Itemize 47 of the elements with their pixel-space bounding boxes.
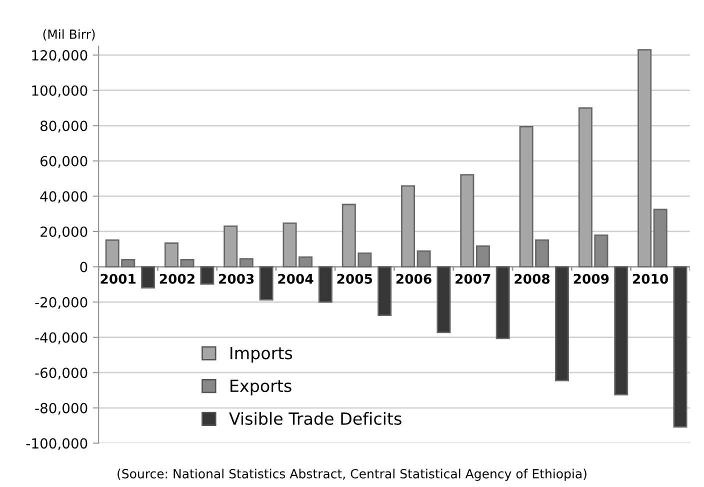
- y-tick-label: 0: [80, 262, 88, 272]
- bar: [164, 242, 178, 268]
- x-tick-label: 2006: [396, 274, 432, 284]
- y-tick-label: -60,000: [35, 368, 88, 380]
- bar: [259, 266, 274, 300]
- text: (Source: National Statistics Abstract, Central Statistical Agency of Ethiopia): [118, 468, 586, 481]
- bar: [673, 266, 688, 428]
- y-tick-label: -100,000: [26, 438, 88, 450]
- bar: [653, 208, 668, 268]
- bar: [638, 49, 652, 268]
- y-tick-label: -20,000: [35, 297, 88, 309]
- bar: [436, 266, 451, 334]
- x-tick-label: 2004: [278, 274, 314, 284]
- y-tick-label: -40,000: [35, 332, 88, 344]
- bar: [416, 250, 431, 268]
- y-tick-label: -80,000: [35, 402, 88, 415]
- y-axis-title: (Mil Birr): [43, 29, 95, 40]
- bar: [614, 266, 628, 396]
- bar: [239, 258, 254, 268]
- legend-label: Imports: [230, 346, 292, 363]
- x-tick-label: 2002: [160, 274, 194, 284]
- x-tick-label: 2003: [219, 274, 254, 284]
- legend-label: Exports: [230, 380, 292, 396]
- x-tick-label: 2008: [514, 274, 550, 284]
- x-tick-label: 2009: [574, 274, 609, 284]
- x-tick-label: 2005: [337, 274, 372, 284]
- x-tick-label: 2001: [100, 274, 136, 284]
- bar: [496, 266, 510, 340]
- legend-label: Visible Trade Deficits: [229, 412, 402, 425]
- bar: [401, 185, 416, 268]
- bar: [141, 266, 156, 288]
- bar: [378, 266, 392, 316]
- y-tick-label: 60,000: [40, 156, 88, 168]
- x-tick-label: 2007: [456, 274, 490, 284]
- y-tick-label: 120,000: [32, 50, 88, 62]
- x-tick-label: 2010: [632, 274, 668, 284]
- y-tick-label: 40,000: [40, 191, 88, 204]
- bar: [318, 266, 332, 303]
- bar: [224, 226, 238, 268]
- bar: [200, 266, 214, 285]
- bar: [476, 245, 490, 268]
- y-tick-label: 100,000: [32, 85, 88, 98]
- y-tick-label: 80,000: [40, 120, 88, 133]
- bar: [180, 259, 194, 268]
- bar: [460, 174, 474, 268]
- bar: [554, 266, 569, 382]
- y-tick-label: 20,000: [40, 226, 88, 238]
